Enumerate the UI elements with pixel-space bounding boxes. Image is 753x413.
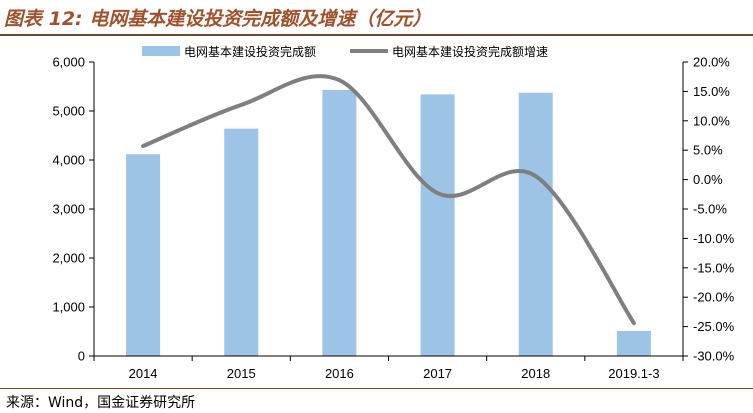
legend-bar-swatch bbox=[142, 46, 180, 56]
title-bar: 图表 12: 电网基本建设投资完成额及增速（亿元） bbox=[0, 0, 753, 36]
right-axis: -30.0% -25.0% -20.0% -15.0% -10.0% -5.0% 0.0% 5… bbox=[682, 55, 735, 364]
source-note: 来源：Wind，国金证券研究所 bbox=[6, 395, 196, 411]
right-tick-label: -10.0% bbox=[693, 231, 735, 246]
line-point bbox=[239, 103, 243, 107]
combo-chart: 电网基本建设投资完成额 电网基本建设投资完成额增速 0 1,000 2,000 3,00… bbox=[52, 44, 735, 381]
left-tick-label: 6,000 bbox=[52, 55, 85, 70]
source-bar: 来源：Wind，国金证券研究所 bbox=[0, 388, 753, 413]
bar bbox=[224, 128, 259, 356]
left-tick-label: 2,000 bbox=[52, 251, 85, 266]
left-tick-label: 4,000 bbox=[52, 153, 85, 168]
legend-bar-label: 电网基本建设投资完成额 bbox=[184, 44, 316, 59]
x-tick-label: 2015 bbox=[227, 366, 256, 381]
left-axis: 0 1,000 2,000 3,000 4,000 5,000 6,000 bbox=[52, 55, 95, 364]
legend-line-label: 电网基本建设投资完成额增速 bbox=[392, 44, 548, 59]
bar bbox=[322, 89, 357, 357]
right-tick-label: 0.0% bbox=[693, 172, 723, 187]
right-tick-label: -15.0% bbox=[693, 260, 735, 275]
x-tick-label: 2019.1-3 bbox=[608, 366, 659, 381]
left-tick-label: 3,000 bbox=[52, 202, 85, 217]
legend: 电网基本建设投资完成额 电网基本建设投资完成额增速 bbox=[142, 44, 548, 59]
right-tick-label: 10.0% bbox=[693, 113, 730, 128]
x-axis: 2014 2015 2016 2017 2018 2019.1-3 bbox=[93, 355, 684, 381]
x-tick-label: 2014 bbox=[129, 366, 158, 381]
line-point bbox=[436, 191, 440, 195]
right-tick-label: -5.0% bbox=[693, 202, 727, 217]
line-series bbox=[141, 74, 636, 326]
right-tick-label: -30.0% bbox=[693, 349, 735, 364]
chart-title: 图表 12: 电网基本建设投资完成额及增速（亿元） bbox=[4, 4, 431, 31]
bar bbox=[126, 154, 161, 356]
left-tick-label: 5,000 bbox=[52, 104, 85, 119]
left-tick-label: 0 bbox=[78, 349, 85, 364]
bar-series bbox=[126, 89, 651, 357]
x-tick-label: 2016 bbox=[325, 366, 354, 381]
x-tick-label: 2017 bbox=[423, 366, 452, 381]
line-point bbox=[534, 174, 538, 178]
right-tick-label: -25.0% bbox=[693, 319, 735, 334]
right-tick-label: 15.0% bbox=[693, 84, 730, 99]
title-text: 电网基本建设投资完成额及增速（亿元） bbox=[89, 8, 432, 30]
x-tick-label: 2018 bbox=[521, 366, 550, 381]
bar bbox=[518, 92, 553, 357]
right-tick-label: -20.0% bbox=[693, 290, 735, 305]
figure-label: 图表 12: bbox=[4, 8, 83, 30]
left-tick-label: 1,000 bbox=[52, 300, 85, 315]
line-point bbox=[632, 321, 636, 325]
line-point bbox=[141, 144, 145, 148]
right-tick-label: 20.0% bbox=[693, 55, 730, 70]
bar bbox=[616, 330, 651, 356]
line-point bbox=[337, 78, 341, 82]
right-tick-label: 5.0% bbox=[693, 143, 723, 158]
growth-line bbox=[141, 74, 636, 326]
bar bbox=[420, 94, 455, 356]
